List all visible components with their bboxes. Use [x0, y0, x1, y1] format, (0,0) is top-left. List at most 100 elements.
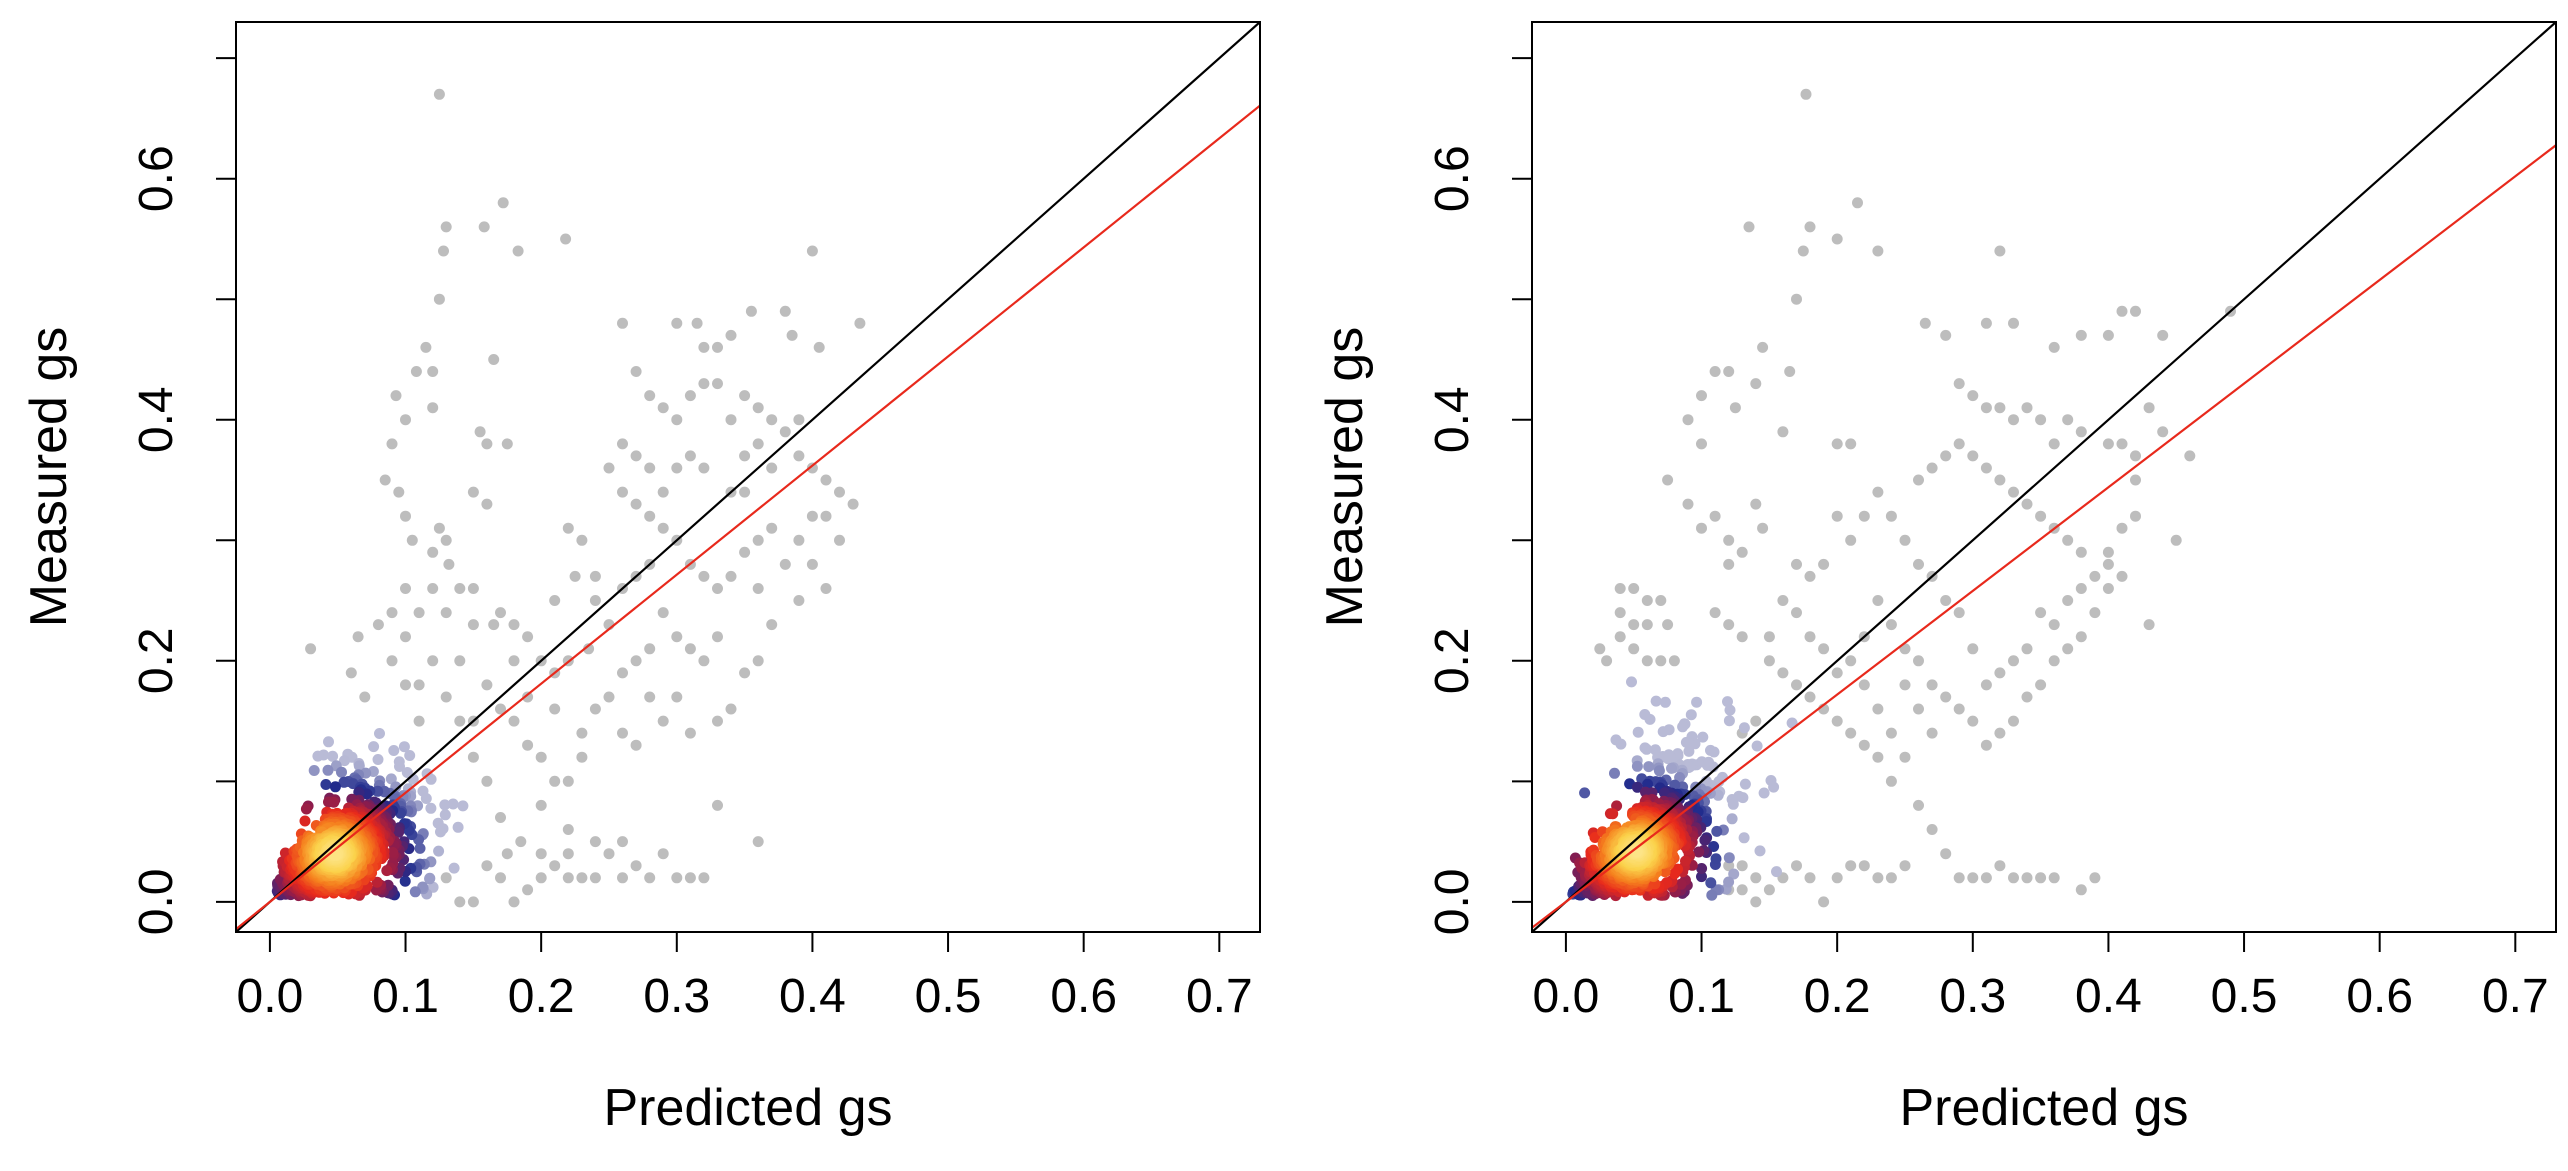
data-point: [725, 570, 737, 582]
data-point: [535, 799, 547, 811]
data-point: [1726, 813, 1738, 825]
data-point: [300, 803, 312, 815]
data-point: [2102, 583, 2114, 594]
data-point: [1831, 510, 1843, 522]
data-point: [1831, 233, 1843, 245]
data-point: [515, 836, 527, 848]
y-axis: 0.0 0.2 0.4 0.6: [130, 57, 236, 935]
data-point: [1662, 753, 1674, 765]
data-point: [1845, 860, 1857, 872]
data-point: [2062, 595, 2074, 606]
data-point: [1926, 824, 1938, 835]
data-point: [1763, 631, 1775, 643]
data-point: [440, 607, 452, 619]
data-point: [630, 860, 642, 872]
data-point: [2035, 414, 2047, 426]
data-point: [368, 741, 380, 753]
data-point: [508, 896, 520, 908]
data-point: [535, 848, 547, 860]
data-point: [712, 378, 723, 390]
data-point: [834, 486, 845, 498]
data-point: [806, 245, 818, 257]
data-point: [435, 826, 446, 838]
data-point: [549, 775, 561, 787]
data-point: [1682, 498, 1694, 510]
data-point: [698, 341, 710, 353]
data-point: [1659, 696, 1671, 708]
data-point: [1784, 366, 1796, 377]
data-point: [1953, 378, 1965, 390]
data-point: [1926, 679, 1938, 691]
data-point: [2021, 402, 2033, 414]
data-point: [413, 679, 425, 691]
data-point: [1614, 631, 1626, 643]
data-point: [1666, 762, 1677, 774]
data-point: [1628, 619, 1640, 631]
data-point: [2170, 534, 2182, 546]
data-point: [820, 510, 832, 522]
data-point: [308, 765, 320, 776]
data-point: [2102, 438, 2114, 450]
data-point: [1724, 704, 1736, 716]
data-point: [508, 655, 520, 667]
data-point: [386, 655, 398, 667]
data-point: [2048, 341, 2060, 353]
data-point: [1750, 715, 1762, 727]
data-point: [2184, 450, 2196, 462]
data-point: [1913, 474, 1924, 486]
data-point: [438, 245, 449, 257]
data-point: [1777, 667, 1789, 679]
data-point: [1858, 860, 1870, 872]
data-point: [725, 703, 737, 715]
data-point: [467, 896, 479, 908]
data-point: [338, 776, 350, 788]
data-point: [1662, 474, 1674, 486]
data-point: [2021, 872, 2033, 884]
data-point: [439, 809, 451, 821]
data-point: [806, 462, 818, 474]
x-tick-label: 0.2: [1804, 970, 1871, 1023]
data-point: [1980, 872, 1992, 884]
data-point: [327, 750, 339, 762]
data-point: [1736, 546, 1748, 558]
data-point: [576, 727, 588, 739]
data-point: [583, 643, 595, 655]
data-point: [1953, 607, 1965, 619]
data-point: [1858, 510, 1870, 522]
data-point: [2021, 498, 2033, 510]
data-point: [2116, 305, 2128, 317]
data-point: [478, 221, 490, 233]
data-point: [562, 522, 574, 534]
regression-line: [236, 104, 1260, 930]
data-point: [2116, 570, 2128, 582]
data-point: [725, 329, 737, 341]
data-point: [398, 741, 410, 753]
data-point: [576, 534, 588, 546]
data-point: [399, 875, 411, 887]
data-point: [1845, 727, 1857, 739]
data-point: [379, 474, 391, 486]
plot-frame: [235, 21, 1261, 933]
data-point: [427, 546, 439, 558]
data-point: [745, 305, 757, 317]
data-point: [1899, 751, 1911, 763]
data-point: [562, 848, 574, 860]
data-point: [1994, 474, 2006, 486]
data-point: [1994, 860, 2006, 872]
data-point: [1885, 775, 1897, 787]
data-point: [2102, 329, 2114, 341]
data-point: [1696, 863, 1708, 874]
data-point: [495, 812, 506, 823]
data-point: [508, 715, 520, 727]
data-point: [569, 570, 581, 582]
data-point: [1791, 558, 1802, 570]
data-point: [1967, 643, 1979, 655]
data-point: [386, 438, 398, 450]
data-point: [630, 450, 642, 462]
data-point: [425, 802, 437, 814]
data-point: [1738, 832, 1750, 844]
data-point: [671, 317, 683, 329]
data-point: [1614, 583, 1626, 594]
data-point: [1710, 853, 1722, 865]
data-point: [1980, 402, 1992, 414]
